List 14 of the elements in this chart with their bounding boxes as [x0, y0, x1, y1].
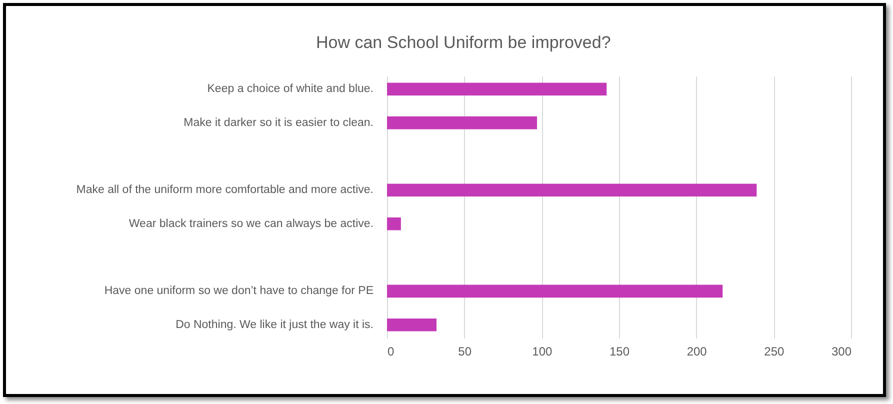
x-tick-label: 50: [458, 344, 472, 358]
x-tick-label: 300: [831, 344, 852, 358]
x-tick-label: 250: [764, 344, 784, 358]
y-tick-label: Make it darker so it is easier to clean.: [184, 116, 374, 129]
y-tick-label: Make all of the uniform more comfortable and more active.: [76, 184, 374, 196]
y-tick-label: Keep a choice of white and blue.: [207, 83, 374, 96]
y-tick-label: Do Nothing. We like it just the way it is.: [176, 318, 374, 331]
x-tick-label: 200: [686, 344, 708, 358]
y-tick-label: Have one uniform so we don’t have to change for PE: [104, 285, 374, 298]
y-tick-label: Wear black trainers so we can always be active.: [128, 218, 374, 230]
x-tick-label: 150: [609, 344, 630, 358]
chart-title: How can School Uniform be improved?: [316, 33, 611, 52]
x-tick-label: 100: [532, 344, 552, 358]
x-tick-label: 0: [388, 344, 394, 358]
